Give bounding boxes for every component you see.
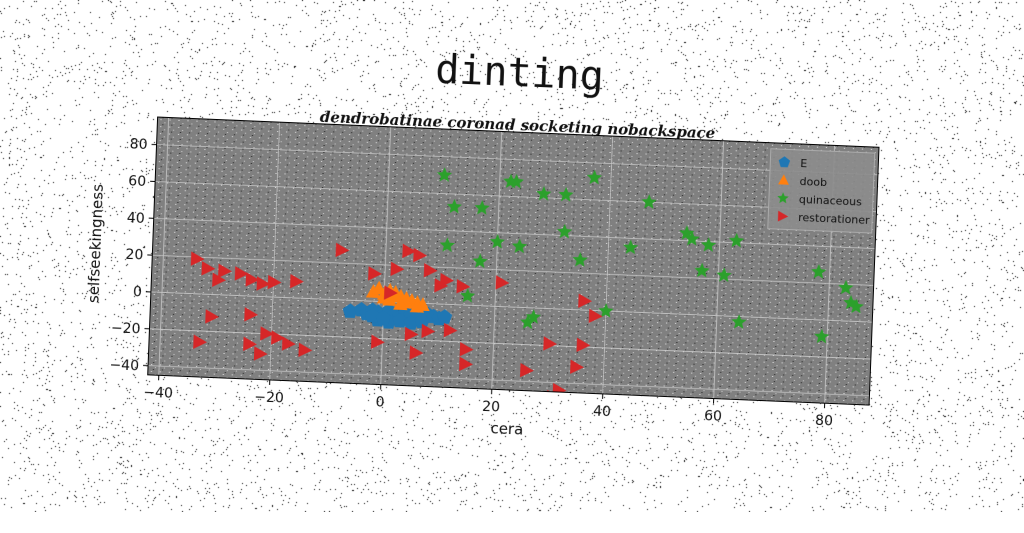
x-tick-label: 20 bbox=[482, 399, 500, 416]
x-tick-label: 0 bbox=[375, 394, 385, 410]
y-tick-label: −20 bbox=[111, 320, 141, 337]
x-axis-label: cera bbox=[490, 419, 524, 438]
x-tick-label: 40 bbox=[593, 404, 611, 421]
legend-label: quinaceous bbox=[799, 193, 863, 209]
legend-label: doob bbox=[799, 175, 827, 189]
x-tick-label: −20 bbox=[254, 389, 284, 406]
y-tick-label: 80 bbox=[129, 137, 147, 154]
x-tick-label: −40 bbox=[143, 385, 173, 402]
y-tick-label: 20 bbox=[125, 247, 143, 264]
x-tick-label: 80 bbox=[815, 413, 833, 430]
x-tick-label: 60 bbox=[704, 408, 722, 425]
y-tick-label: 40 bbox=[127, 210, 145, 227]
y-tick-label: 0 bbox=[133, 284, 143, 300]
legend-label: E bbox=[800, 157, 807, 170]
y-axis-label: selfseekingness bbox=[84, 184, 107, 304]
y-tick-label: −40 bbox=[109, 357, 139, 374]
plot-area-noise bbox=[148, 117, 879, 405]
y-tick-label: 60 bbox=[128, 173, 146, 190]
